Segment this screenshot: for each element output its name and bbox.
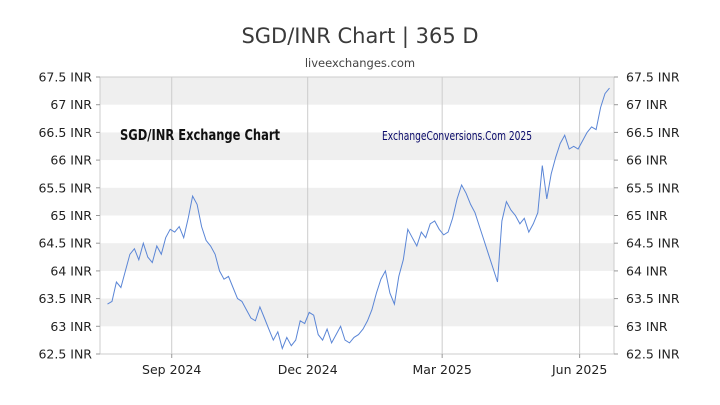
y-tick-label-right: 66.5 INR: [626, 125, 680, 140]
chart-title: SGD/INR Chart | 365 D: [241, 24, 479, 48]
y-tick-label-right: 66 INR: [626, 153, 668, 168]
x-tick-label: Dec 2024: [278, 362, 338, 377]
y-tick-label-left: 67 INR: [50, 97, 92, 112]
chart-watermark: ExchangeConversions.Com 2025: [382, 129, 532, 143]
plot-band: [100, 132, 614, 161]
x-axis: Sep 2024 Dec 2024 Mar 2025 Jun 2025: [142, 354, 607, 377]
y-tick-label-left: 63.5 INR: [38, 291, 92, 306]
chart-subtitle: liveexchanges.com: [304, 56, 416, 70]
y-tick-label-left: 66 INR: [50, 153, 92, 168]
x-tick-label: Sep 2024: [142, 362, 201, 377]
y-axis-left: 67.5 INR 67 INR 66.5 INR 66 INR 65.5 INR 65 I…: [38, 70, 100, 362]
y-tick-label-left: 67.5 INR: [38, 70, 92, 85]
plot-band: [100, 77, 614, 105]
y-tick-label-left: 65 INR: [50, 208, 92, 223]
y-tick-label-left: 64.5 INR: [38, 236, 92, 251]
y-tick-label-left: 65.5 INR: [38, 180, 92, 195]
chart-inner-label: SGD/INR Exchange Chart: [120, 126, 280, 144]
plot-band: [100, 187, 614, 216]
y-tick-label-left: 63 INR: [50, 319, 92, 334]
y-tick-label-right: 63.5 INR: [626, 291, 680, 306]
series-line: [107, 87, 610, 351]
y-axis-right: 67.5 INR 67 INR 66.5 INR 66 INR 65.5 INR 65 I…: [614, 70, 680, 362]
plot-band: [100, 298, 614, 327]
plot-bands: [100, 77, 614, 327]
y-tick-label-right: 64 INR: [626, 263, 668, 278]
x-tick-label: Mar 2025: [412, 362, 471, 377]
y-tick-label-left: 64 INR: [50, 263, 92, 278]
y-tick-label-right: 65 INR: [626, 208, 668, 223]
y-tick-label-right: 62.5 INR: [626, 347, 680, 362]
y-tick-label-right: 67.5 INR: [626, 70, 680, 85]
vertical-gridlines: [171, 77, 581, 354]
y-tick-label-right: 64.5 INR: [626, 236, 680, 251]
y-tick-label-right: 65.5 INR: [626, 180, 680, 195]
plot-band: [100, 243, 614, 271]
y-tick-label-left: 66.5 INR: [38, 125, 92, 140]
y-tick-label-right: 67 INR: [626, 97, 668, 112]
x-tick-label: Jun 2025: [551, 362, 607, 377]
y-tick-label-left: 62.5 INR: [38, 347, 92, 362]
y-tick-label-right: 63 INR: [626, 319, 668, 334]
